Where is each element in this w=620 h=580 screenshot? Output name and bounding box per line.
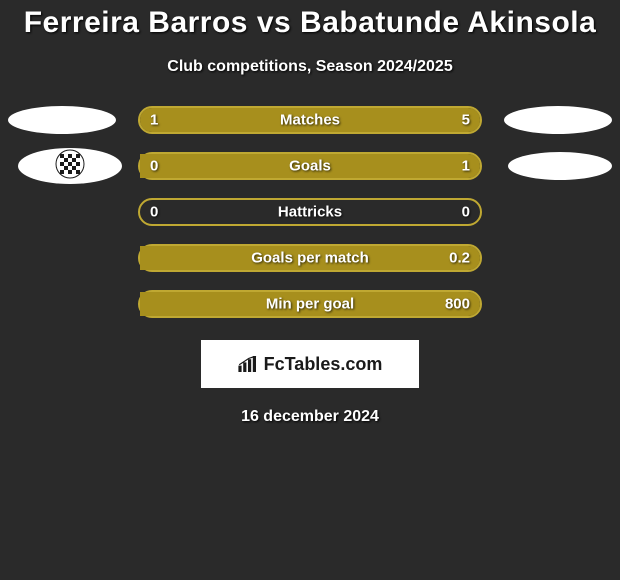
brand-badge: FcTables.com bbox=[201, 340, 419, 388]
comparison-card: Ferreira Barros vs Babatunde Akinsola Cl… bbox=[0, 0, 620, 426]
stat-right-value: 0.2 bbox=[449, 250, 470, 267]
left-team-ellipse bbox=[8, 106, 116, 134]
date-text: 16 december 2024 bbox=[0, 408, 620, 426]
page-subtitle: Club competitions, Season 2024/2025 bbox=[0, 58, 620, 76]
stat-row: 1 Matches 5 bbox=[0, 106, 620, 134]
stat-row: Min per goal 800 bbox=[0, 290, 620, 318]
stat-bar-left-fill bbox=[140, 108, 197, 132]
brand-bars-icon bbox=[238, 356, 258, 372]
stat-label: Hattricks bbox=[278, 204, 342, 221]
stat-right-value: 5 bbox=[462, 112, 470, 129]
stat-row: 0 Hattricks 0 bbox=[0, 198, 620, 226]
stat-label: Goals bbox=[289, 158, 331, 175]
stat-bar: Goals per match 0.2 bbox=[138, 244, 482, 272]
stat-rows: 1 Matches 5 0 Goals 1 0 Hattricks 0 Goals per ma… bbox=[0, 106, 620, 318]
stat-row: 0 Goals 1 bbox=[0, 152, 620, 180]
stat-bar: 1 Matches 5 bbox=[138, 106, 482, 134]
right-team-ellipse bbox=[508, 152, 612, 180]
stat-right-value: 0 bbox=[462, 204, 470, 221]
club-crest-icon bbox=[55, 149, 85, 184]
page-title: Ferreira Barros vs Babatunde Akinsola bbox=[0, 6, 620, 40]
stat-right-value: 800 bbox=[445, 296, 470, 313]
stat-label: Min per goal bbox=[266, 296, 354, 313]
stat-right-value: 1 bbox=[462, 158, 470, 175]
stat-row: Goals per match 0.2 bbox=[0, 244, 620, 272]
stat-label: Matches bbox=[280, 112, 340, 129]
stat-bar: Min per goal 800 bbox=[138, 290, 482, 318]
stat-left-value: 0 bbox=[150, 204, 158, 221]
stat-label: Goals per match bbox=[251, 250, 369, 267]
left-team-badge bbox=[18, 148, 122, 184]
stat-bar: 0 Goals 1 bbox=[138, 152, 482, 180]
brand-text: FcTables.com bbox=[264, 354, 383, 375]
stat-left-value: 1 bbox=[150, 112, 158, 129]
stat-left-value: 0 bbox=[150, 158, 158, 175]
right-team-ellipse bbox=[504, 106, 612, 134]
stat-bar: 0 Hattricks 0 bbox=[138, 198, 482, 226]
